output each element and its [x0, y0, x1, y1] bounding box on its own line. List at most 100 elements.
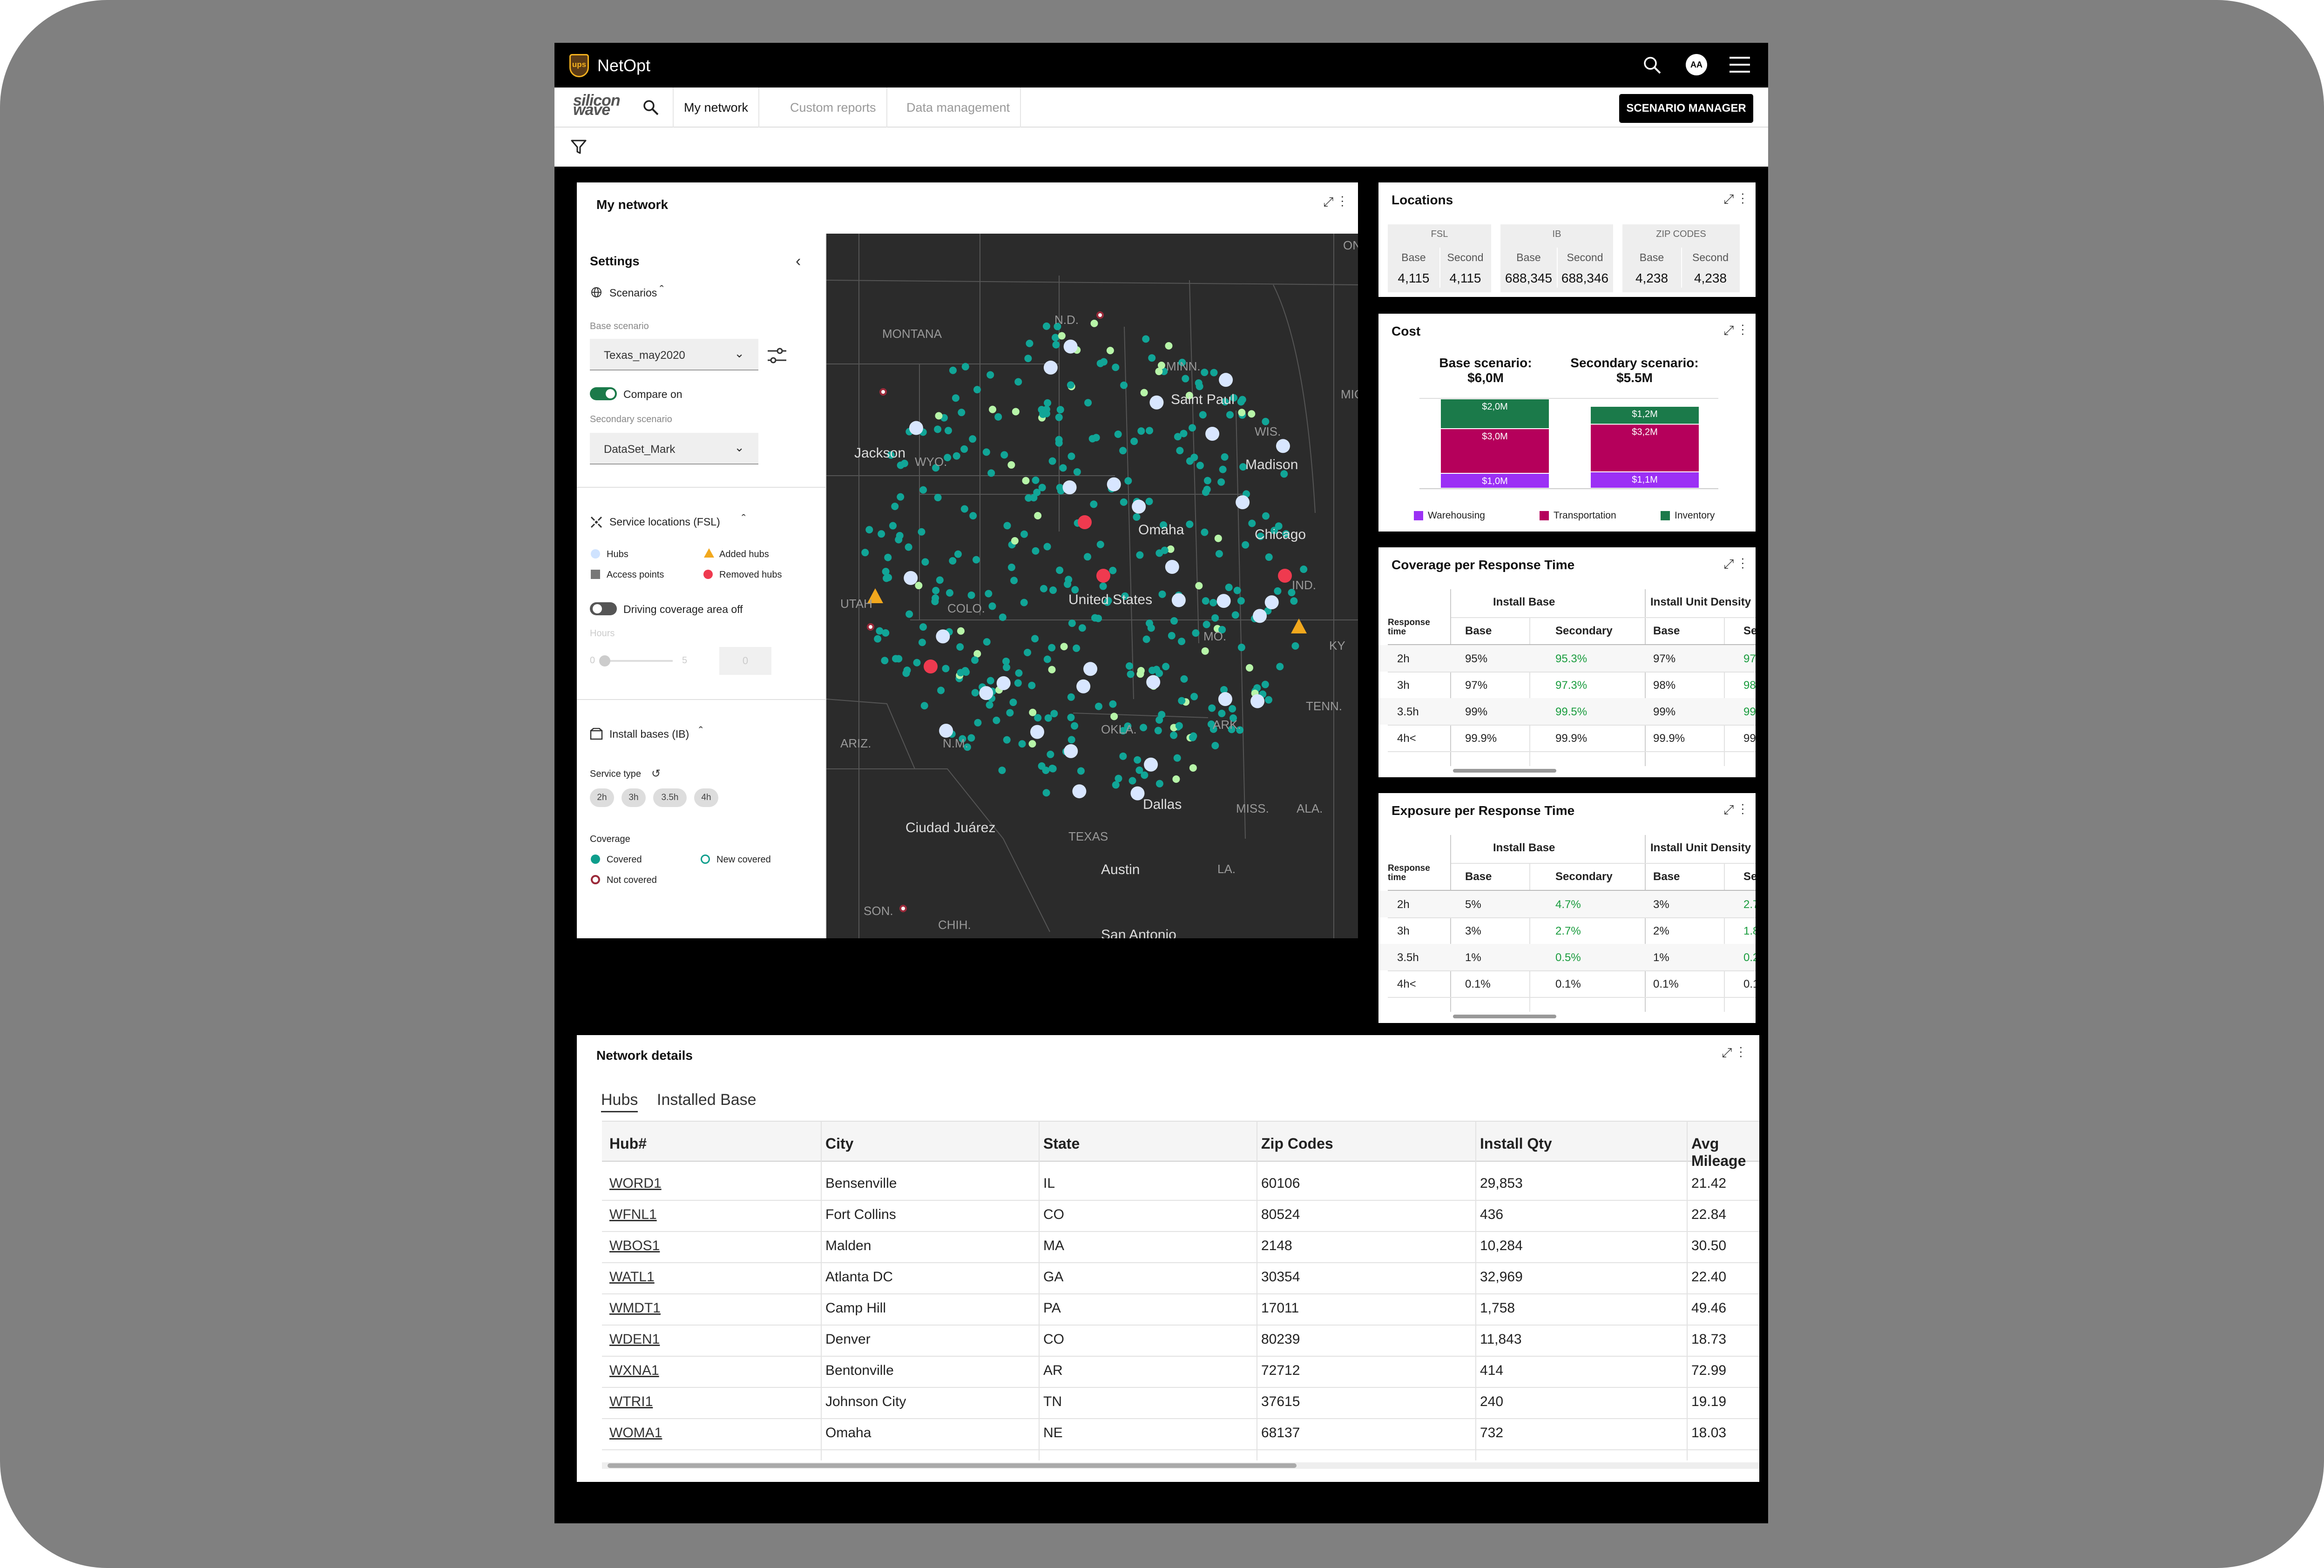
bar-transportation[interactable] [1591, 424, 1699, 471]
hub-point[interactable] [1165, 559, 1179, 574]
hub-point[interactable] [1062, 480, 1077, 495]
hub-point[interactable] [1276, 439, 1290, 453]
hub-link[interactable]: WOMA1 [609, 1425, 662, 1440]
hub-point[interactable] [936, 629, 950, 644]
expand-icon[interactable]: ⤢ [1723, 192, 1734, 206]
hub-link[interactable]: WORD1 [609, 1176, 662, 1191]
compare-toggle[interactable] [590, 387, 617, 400]
more-icon[interactable]: ⋮ [1741, 192, 1744, 206]
chip-3h[interactable]: 3h [622, 788, 646, 807]
hub-point[interactable] [1030, 725, 1045, 739]
tab-installed-base[interactable]: Installed Base [657, 1091, 757, 1109]
hub-point[interactable] [1236, 495, 1250, 510]
removed-hub-point[interactable] [1078, 515, 1092, 529]
hub-point[interactable] [1072, 784, 1087, 799]
bar-warehousing[interactable] [1591, 472, 1699, 488]
hub-point[interactable] [1130, 786, 1145, 801]
hub-point[interactable] [1264, 595, 1279, 610]
chevron-up-icon[interactable]: ˆ [742, 512, 746, 526]
hub-point[interactable] [904, 571, 918, 585]
hub-link[interactable]: WATL1 [609, 1269, 655, 1285]
chevron-up-icon[interactable]: ˆ [699, 724, 703, 738]
refresh-icon[interactable]: ↺ [651, 767, 661, 780]
removed-hub-point[interactable] [1278, 569, 1292, 583]
hub-link[interactable]: WDEN1 [609, 1332, 660, 1347]
hub-point[interactable] [1132, 499, 1146, 514]
hub-point[interactable] [996, 676, 1011, 690]
tab-hubs[interactable]: Hubs [601, 1091, 638, 1112]
hub-point[interactable] [1107, 477, 1121, 491]
expand-icon[interactable]: ⤢ [1723, 323, 1734, 337]
hub-link[interactable]: WXNA1 [609, 1363, 659, 1378]
chip-4h[interactable]: 4h [694, 788, 718, 807]
expand-icon[interactable]: ⤢ [1723, 802, 1734, 817]
collapse-chevron-icon[interactable]: ‹ [796, 252, 801, 270]
hub-link[interactable]: WFNL1 [609, 1207, 657, 1222]
base-scenario-select[interactable]: Texas_may2020 ⌄ [590, 339, 758, 370]
hub-point[interactable] [1076, 679, 1091, 693]
more-icon[interactable]: ⋮ [1741, 557, 1744, 571]
expand-icon[interactable]: ⤢ [1722, 1045, 1732, 1060]
hub-point[interactable] [1149, 395, 1164, 410]
hub-point[interactable] [1144, 757, 1158, 772]
chevron-up-icon[interactable]: ˆ [660, 283, 664, 297]
scrollbar-thumb[interactable] [1453, 769, 1556, 773]
driving-toggle[interactable] [590, 602, 617, 615]
ib-label[interactable]: Install bases (IB) [609, 728, 689, 740]
bar-warehousing[interactable] [1441, 474, 1549, 488]
secondary-scenario-select[interactable]: DataSet_Mark ⌄ [590, 433, 758, 464]
hub-point[interactable] [909, 421, 923, 435]
more-icon[interactable]: ⋮ [1741, 802, 1744, 817]
more-icon[interactable]: ⋮ [1741, 323, 1744, 337]
hub-point[interactable] [979, 686, 993, 700]
bar-transportation[interactable] [1441, 429, 1549, 473]
hub-link[interactable]: WBOS1 [609, 1238, 660, 1253]
bar-inventory[interactable] [1441, 399, 1549, 428]
hub-point[interactable] [1218, 692, 1232, 707]
hub-point[interactable] [1064, 744, 1078, 758]
sliders-icon[interactable] [767, 347, 787, 366]
hub-link[interactable]: WMDT1 [609, 1300, 661, 1316]
network-map[interactable]: MONTANA N.D. MINN. Saint Paul WIS. Madison Jac… [826, 234, 1358, 938]
bar-inventory[interactable] [1591, 407, 1699, 424]
fsl-label[interactable]: Service locations (FSL) [609, 516, 720, 528]
hub-point[interactable] [1083, 662, 1098, 676]
chip-2h[interactable]: 2h [590, 788, 614, 807]
hub-point[interactable] [1171, 593, 1186, 607]
chip-3-5h[interactable]: 3.5h [653, 788, 687, 807]
hub-point[interactable] [1219, 373, 1233, 387]
nav-search-icon[interactable] [642, 99, 660, 119]
filter-icon[interactable] [570, 139, 587, 158]
hub-point[interactable] [1216, 594, 1231, 608]
hours-slider[interactable] [599, 655, 673, 666]
scenarios-label[interactable]: Scenarios [609, 287, 657, 299]
more-icon[interactable]: ⋮ [1340, 195, 1344, 209]
hours-input[interactable]: 0 [719, 647, 771, 675]
hub-link[interactable]: WTRI1 [609, 1394, 653, 1409]
scrollbar-thumb[interactable] [1453, 1015, 1556, 1018]
added-hub-point[interactable] [1291, 619, 1307, 633]
scenario-manager-button[interactable]: SCENARIO MANAGER [1619, 94, 1753, 123]
hub-point[interactable] [1063, 339, 1078, 354]
hub-point[interactable] [1146, 675, 1161, 689]
more-icon[interactable]: ⋮ [1739, 1045, 1743, 1060]
scrollbar-thumb[interactable] [608, 1463, 1297, 1468]
removed-hub-point[interactable] [924, 660, 938, 673]
search-icon[interactable] [1642, 55, 1662, 78]
expand-icon[interactable]: ⤢ [1723, 557, 1734, 571]
expand-icon[interactable]: ⤢ [1323, 195, 1334, 209]
hamburger-menu-icon[interactable] [1729, 56, 1750, 76]
hub-point[interactable] [1253, 609, 1267, 623]
tab-data-management[interactable]: Data management [896, 87, 1021, 128]
hub-point[interactable] [939, 724, 953, 738]
hub-point[interactable] [1043, 360, 1058, 375]
avatar[interactable]: AA [1686, 54, 1707, 75]
horizontal-scrollbar[interactable] [602, 1462, 1759, 1469]
tab-my-network[interactable]: My network [674, 87, 760, 128]
tab-custom-reports[interactable]: Custom reports [780, 87, 887, 128]
slider-handle[interactable] [599, 655, 610, 666]
removed-hub-point[interactable] [1096, 569, 1110, 583]
added-hub-point[interactable] [867, 588, 883, 603]
hub-point[interactable] [1250, 694, 1265, 708]
hub-point[interactable] [1205, 426, 1220, 441]
